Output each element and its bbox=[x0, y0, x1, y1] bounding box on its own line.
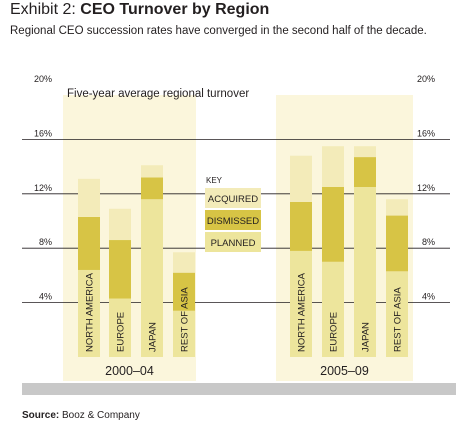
y-tick-label-left: 20% bbox=[34, 74, 52, 84]
legend-swatch-dismissed bbox=[205, 210, 261, 230]
bar-segment-dismissed bbox=[322, 187, 344, 262]
bar-segment-planned bbox=[354, 187, 376, 357]
bar-segment-acquired bbox=[78, 178, 100, 217]
chart-title: Five-year average regional turnover bbox=[67, 88, 249, 100]
y-tick-label-left: 16% bbox=[34, 128, 52, 138]
bar-segment-planned bbox=[290, 250, 312, 357]
bar-segment-planned bbox=[109, 298, 131, 357]
y-tick-label-left: 8% bbox=[39, 237, 52, 247]
category-label: JAPAN bbox=[361, 322, 372, 352]
category-label: EUROPE bbox=[116, 312, 127, 352]
category-label: REST OF ASIA bbox=[180, 287, 191, 352]
category-label: NORTH AMERICA bbox=[297, 272, 308, 352]
title-prefix: Exhibit 2: bbox=[10, 1, 76, 18]
legend-swatch-acquired bbox=[205, 188, 261, 208]
source-note: Source: Booz & Company bbox=[22, 410, 140, 421]
legend-label-dismissed: DISMISSED bbox=[207, 216, 259, 227]
y-tick-label-right: 20% bbox=[417, 74, 435, 84]
legend-swatch-planned bbox=[205, 232, 261, 252]
bar-segment-acquired bbox=[109, 208, 131, 241]
legend-label-acquired: ACQUIRED bbox=[208, 194, 258, 205]
category-label: EUROPE bbox=[329, 312, 340, 352]
category-label: REST OF ASIA bbox=[393, 287, 404, 352]
bar-segment-planned bbox=[173, 310, 195, 357]
bar-segment-dismissed bbox=[354, 157, 376, 187]
title-main: CEO Turnover by Region bbox=[80, 1, 270, 18]
legend-label-planned: PLANNED bbox=[211, 238, 256, 249]
bar-segment-dismissed bbox=[386, 215, 408, 272]
bar-segment-acquired bbox=[173, 252, 195, 273]
y-tick-label-right: 8% bbox=[422, 237, 435, 247]
bar-segment-acquired bbox=[290, 155, 312, 202]
bar-segment-acquired bbox=[354, 146, 376, 158]
bar-segment-planned bbox=[386, 271, 408, 357]
source-text: Booz & Company bbox=[62, 410, 140, 421]
bar-segment-dismissed bbox=[141, 177, 163, 200]
y-tick-label-left: 12% bbox=[34, 183, 52, 193]
bar-segment-planned bbox=[78, 269, 100, 357]
footer-bar bbox=[22, 383, 456, 395]
category-label: NORTH AMERICA bbox=[85, 272, 96, 352]
y-tick-label-right: 12% bbox=[417, 183, 435, 193]
header: Exhibit 2: CEO Turnover by Region Region… bbox=[10, 0, 460, 39]
bar-segment-acquired bbox=[322, 146, 344, 187]
bar-segment-dismissed bbox=[290, 201, 312, 251]
period-label: 2000–04 bbox=[105, 364, 154, 378]
y-tick-label-right: 16% bbox=[417, 128, 435, 138]
source-label: Source: bbox=[22, 410, 60, 421]
bar-segment-acquired bbox=[141, 165, 163, 178]
bar-segment-dismissed bbox=[173, 272, 195, 311]
category-label: JAPAN bbox=[148, 322, 159, 352]
legend-title: KEY bbox=[206, 176, 223, 185]
bar-segment-dismissed bbox=[78, 216, 100, 270]
period-label: 2005–09 bbox=[320, 364, 369, 378]
bar-segment-acquired bbox=[386, 199, 408, 216]
y-tick-label-left: 4% bbox=[39, 292, 52, 302]
bar-segment-planned bbox=[322, 261, 344, 357]
y-tick-label-right: 4% bbox=[422, 292, 435, 302]
exhibit-subtitle: Regional CEO succession rates have conve… bbox=[10, 25, 427, 37]
bar-segment-dismissed bbox=[109, 240, 131, 299]
exhibit-title: Exhibit 2: CEO Turnover by Region bbox=[10, 0, 460, 20]
bar-segment-planned bbox=[141, 199, 163, 357]
